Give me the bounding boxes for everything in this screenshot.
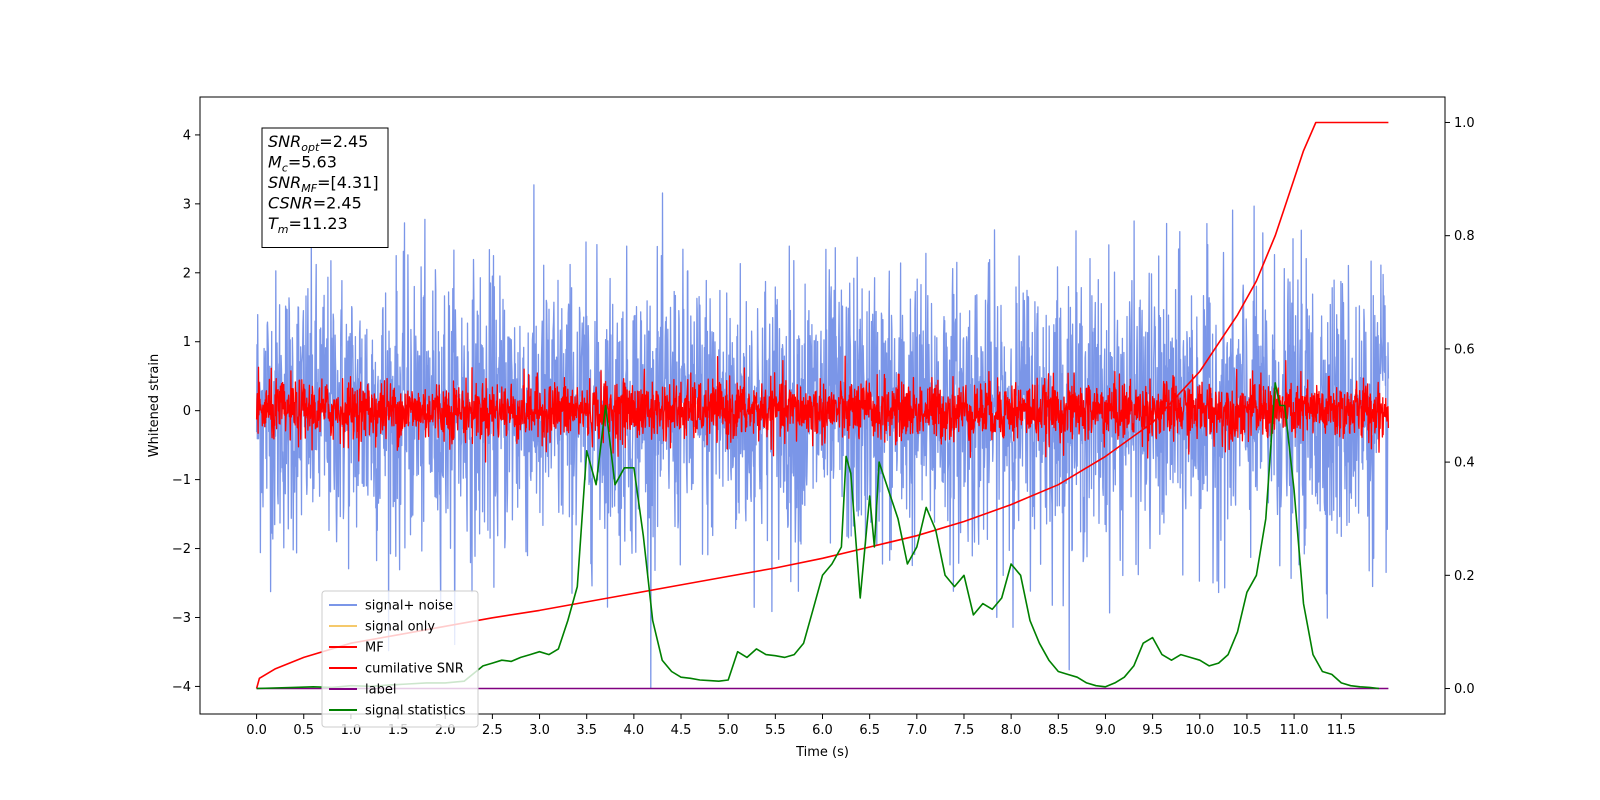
y-tick-label: −1 — [172, 473, 191, 488]
y-tick-label: 4 — [183, 128, 191, 143]
y-tick-label: −3 — [172, 611, 191, 626]
legend-label: cumilative SNR — [365, 662, 464, 677]
y2-tick-label: 0.2 — [1454, 569, 1475, 584]
x-tick-label: 3.5 — [576, 723, 597, 738]
annotation-symbol: SNR — [268, 132, 301, 151]
y-axis-label: Whitened strain — [147, 354, 162, 457]
y2-tick-label: 0.6 — [1454, 342, 1475, 357]
legend-frame — [321, 590, 479, 728]
x-tick-label: 11.5 — [1327, 723, 1356, 738]
x-tick-label: 0.5 — [293, 723, 314, 738]
y-tick-label: 0 — [183, 404, 191, 419]
y2-tick-label: 1.0 — [1454, 116, 1475, 131]
x-tick-label: 8.0 — [1001, 723, 1022, 738]
annotation-symbol: T — [268, 214, 279, 233]
x-axis-label: Time (s) — [795, 745, 849, 760]
annotation-value: =2.45 — [313, 194, 362, 213]
annotation-subscript: opt — [301, 141, 320, 154]
x-tick-label: 11.0 — [1280, 723, 1309, 738]
annotation-value: =[4.31] — [317, 173, 379, 192]
legend-label: MF — [365, 641, 384, 656]
y2-tick-label: 0.4 — [1454, 456, 1475, 471]
legend-label: signal statistics — [365, 704, 466, 719]
annotation-symbol: M — [268, 153, 282, 172]
legend-label: signal+ noise — [365, 599, 453, 614]
y-tick-label: −2 — [172, 542, 191, 557]
annotation-box: SNRopt=2.45Mc=5.63SNRMF=[4.31]CSNR=2.45T… — [261, 127, 389, 248]
legend-label: signal only — [365, 620, 435, 635]
y2-tick-label: 0.8 — [1454, 229, 1475, 244]
x-tick-label: 4.0 — [624, 723, 645, 738]
y-tick-label: −4 — [172, 680, 191, 695]
legend-label: label — [365, 683, 396, 698]
annotation-line: SNRMF=[4.31] — [268, 173, 379, 195]
legend: signal+ noise signal only MF cumilative SNR… — [321, 590, 479, 728]
annotation-value: =11.23 — [289, 214, 348, 233]
x-tick-label: 9.0 — [1095, 723, 1116, 738]
annotation-subscript: c — [282, 162, 288, 175]
x-tick-label: 7.5 — [954, 723, 975, 738]
x-tick-label: 6.5 — [859, 723, 880, 738]
x-tick-label: 5.5 — [765, 723, 786, 738]
annotation-line: Mc=5.63 — [268, 153, 337, 175]
annotation-symbol: CSNR — [268, 194, 313, 213]
x-tick-label: 2.5 — [482, 723, 503, 738]
x-tick-label: 3.0 — [529, 723, 550, 738]
y2-tick-label: 0.0 — [1454, 682, 1475, 697]
x-tick-label: 10.5 — [1232, 723, 1261, 738]
x-tick-label: 5.0 — [718, 723, 739, 738]
x-tick-label: 4.5 — [671, 723, 692, 738]
series-mf-line — [255, 355, 1390, 463]
annotation-line: SNRopt=2.45 — [268, 132, 368, 154]
x-tick-label: 10.0 — [1185, 723, 1214, 738]
x-tick-label: 8.5 — [1048, 723, 1069, 738]
series-signal-statistics-line — [256, 382, 1380, 690]
annotation-value: =5.63 — [288, 153, 337, 172]
annotation-frame — [261, 127, 389, 248]
y-tick-label: 1 — [183, 335, 191, 350]
x-tick-label: 0.0 — [246, 723, 267, 738]
y-tick-label: 2 — [183, 266, 191, 281]
annotation-symbol: SNR — [268, 173, 301, 192]
annotation-subscript: m — [278, 223, 289, 236]
annotation-subscript: MF — [301, 182, 317, 195]
x-tick-label: 6.0 — [812, 723, 833, 738]
annotation-line: Tm=11.23 — [268, 214, 348, 236]
x-tick-label: 9.5 — [1142, 723, 1163, 738]
x-tick-label: 7.0 — [906, 723, 927, 738]
ticks-layer: 0.0 0.5 1.0 1.5 2.0 2.5 3.0 3.5 4.0 4.5 5.0 5.5 6.0 6… — [172, 116, 1475, 738]
annotation-value: =2.45 — [319, 132, 368, 151]
y-tick-label: 3 — [183, 197, 191, 212]
annotation-line: CSNR=2.45 — [268, 194, 362, 213]
